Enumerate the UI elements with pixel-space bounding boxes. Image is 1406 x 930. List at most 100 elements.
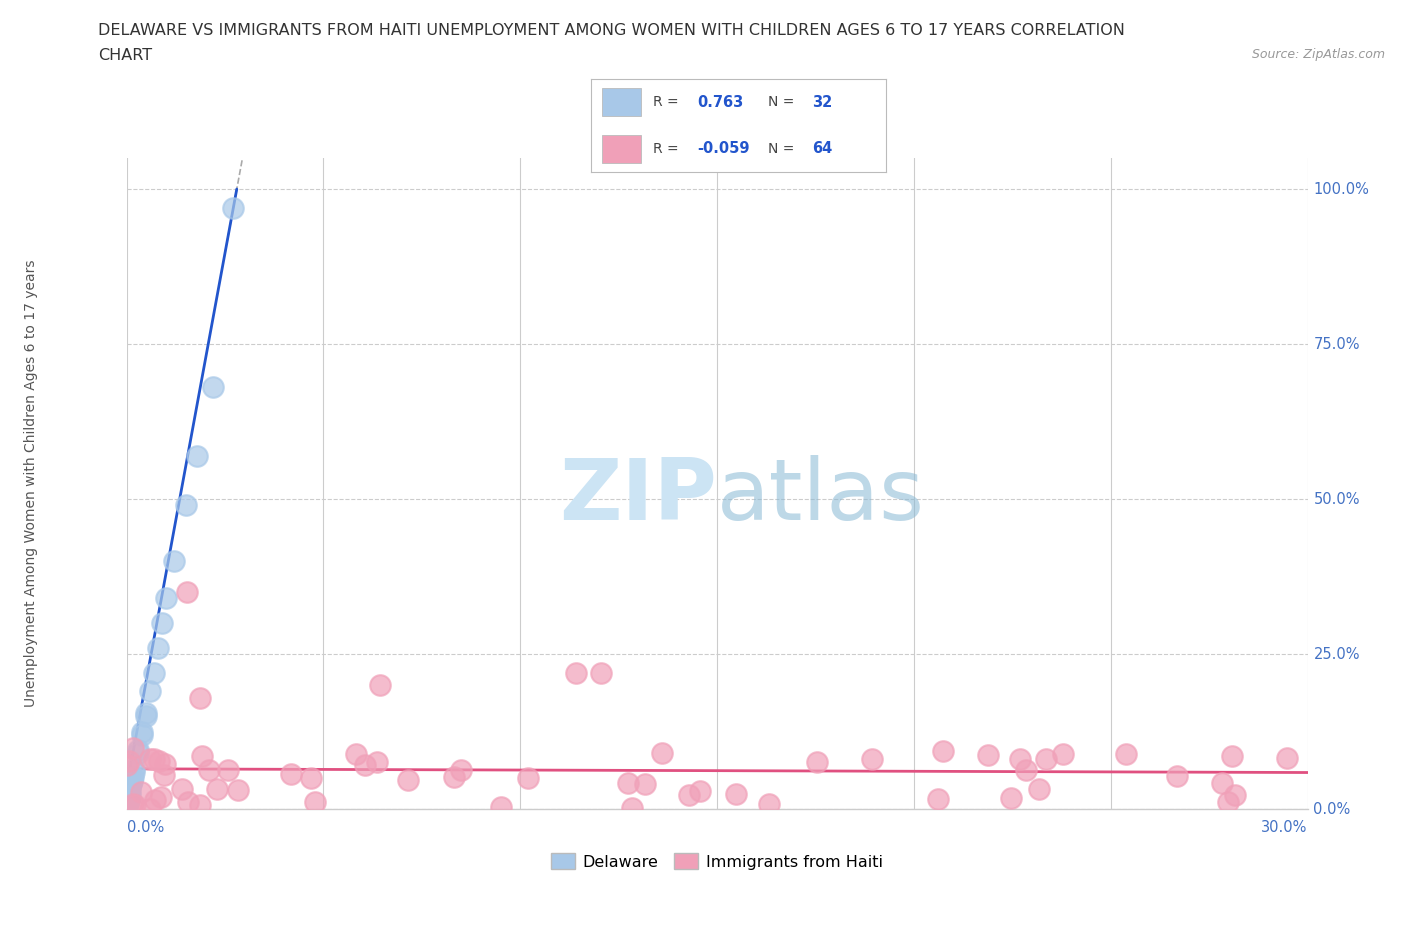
- Text: atlas: atlas: [717, 455, 925, 538]
- Point: [1035, 751, 1057, 766]
- Point: [139, 684, 162, 698]
- Point: [143, 665, 166, 680]
- Point: [143, 793, 166, 808]
- Point: [127, 743, 149, 758]
- Point: [634, 777, 657, 791]
- Point: [127, 746, 149, 761]
- Point: [176, 794, 198, 809]
- Point: [198, 762, 221, 777]
- Text: Source: ZipAtlas.com: Source: ZipAtlas.com: [1251, 48, 1385, 61]
- Point: [222, 200, 245, 215]
- Point: [131, 724, 153, 739]
- Point: [860, 751, 883, 766]
- Point: [115, 799, 138, 814]
- Text: -0.059: -0.059: [697, 141, 749, 156]
- Point: [121, 797, 143, 812]
- Point: [118, 790, 141, 805]
- Point: [186, 448, 208, 463]
- Point: [139, 752, 162, 767]
- Point: [143, 751, 166, 766]
- Bar: [602, 88, 641, 116]
- Text: DELAWARE VS IMMIGRANTS FROM HAITI UNEMPLOYMENT AMONG WOMEN WITH CHILDREN AGES 6 : DELAWARE VS IMMIGRANTS FROM HAITI UNEMPL…: [98, 23, 1125, 38]
- Point: [217, 763, 239, 777]
- Point: [117, 792, 139, 807]
- Point: [678, 788, 700, 803]
- Point: [1211, 776, 1233, 790]
- Point: [1166, 768, 1188, 783]
- Point: [226, 782, 249, 797]
- Text: CHART: CHART: [98, 48, 152, 63]
- Point: [1052, 746, 1074, 761]
- Text: 25.0%: 25.0%: [1313, 646, 1360, 661]
- Point: [344, 747, 367, 762]
- Point: [932, 744, 955, 759]
- Text: 32: 32: [813, 95, 832, 110]
- Point: [190, 690, 212, 705]
- Text: 100.0%: 100.0%: [1313, 181, 1369, 196]
- Point: [153, 756, 176, 771]
- Text: 64: 64: [813, 141, 832, 156]
- Point: [617, 775, 640, 790]
- Point: [280, 767, 302, 782]
- Text: R =: R =: [652, 95, 682, 110]
- Point: [1010, 751, 1032, 766]
- Point: [450, 763, 472, 777]
- Point: [977, 748, 1000, 763]
- Point: [758, 797, 780, 812]
- Point: [927, 791, 949, 806]
- Point: [396, 773, 419, 788]
- Point: [131, 727, 153, 742]
- Point: [205, 781, 228, 796]
- Point: [491, 800, 513, 815]
- Point: [589, 665, 612, 680]
- Point: [135, 709, 157, 724]
- Bar: [602, 135, 641, 163]
- Point: [1028, 782, 1050, 797]
- Point: [806, 755, 828, 770]
- Text: Unemployment Among Women with Children Ages 6 to 17 years: Unemployment Among Women with Children A…: [24, 259, 38, 708]
- Point: [118, 788, 141, 803]
- Point: [651, 745, 673, 760]
- Point: [299, 771, 322, 786]
- Point: [689, 784, 711, 799]
- Point: [121, 774, 143, 789]
- Point: [191, 748, 214, 763]
- Point: [135, 706, 157, 721]
- Point: [1000, 790, 1022, 805]
- Point: [366, 754, 388, 769]
- Point: [117, 797, 139, 812]
- Point: [153, 768, 176, 783]
- Text: R =: R =: [652, 141, 682, 156]
- Point: [517, 770, 540, 785]
- Text: 75.0%: 75.0%: [1313, 337, 1360, 352]
- Text: 0.0%: 0.0%: [1313, 802, 1351, 817]
- Point: [188, 798, 211, 813]
- Text: N =: N =: [768, 95, 799, 110]
- Point: [118, 754, 141, 769]
- Text: 50.0%: 50.0%: [1313, 492, 1360, 507]
- Point: [1115, 746, 1137, 761]
- Point: [443, 769, 465, 784]
- Point: [149, 790, 172, 804]
- Point: [1015, 763, 1038, 777]
- Point: [1216, 795, 1239, 810]
- Legend: Delaware, Immigrants from Haiti: Delaware, Immigrants from Haiti: [544, 846, 890, 876]
- Point: [129, 784, 152, 799]
- Text: 0.763: 0.763: [697, 95, 742, 110]
- Point: [146, 641, 169, 656]
- Point: [150, 616, 173, 631]
- Point: [172, 781, 194, 796]
- Point: [565, 665, 588, 680]
- Point: [122, 769, 145, 784]
- Point: [176, 585, 198, 600]
- Point: [155, 591, 177, 605]
- Point: [124, 764, 146, 779]
- Point: [368, 678, 391, 693]
- Point: [354, 757, 377, 772]
- Point: [139, 802, 162, 817]
- Point: [124, 797, 146, 812]
- Point: [174, 498, 197, 512]
- Point: [124, 762, 146, 777]
- Point: [202, 380, 225, 395]
- Point: [121, 740, 143, 755]
